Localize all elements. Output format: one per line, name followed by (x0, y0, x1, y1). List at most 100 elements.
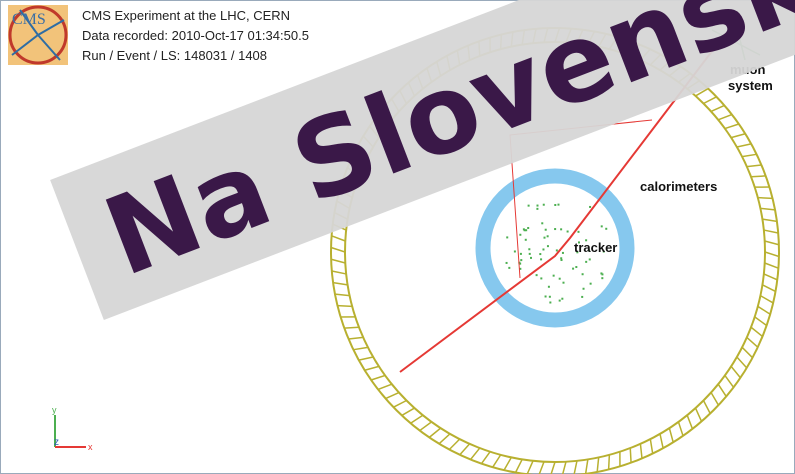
ring-segment (677, 421, 684, 437)
hit (602, 250, 605, 253)
hit (519, 233, 522, 236)
hit (527, 226, 530, 229)
ring-segment (526, 460, 534, 474)
header-line: CMS Experiment at the LHC, CERN (82, 8, 290, 23)
hit (536, 204, 539, 207)
ring-segment (710, 392, 720, 406)
ring-segment (607, 454, 611, 470)
ring-segment (649, 438, 654, 454)
hit (560, 257, 563, 260)
ring-segment (419, 421, 433, 432)
ring-segment (393, 399, 407, 408)
hit (541, 222, 544, 225)
hit (524, 238, 527, 241)
hit (601, 273, 604, 276)
hit (548, 295, 551, 298)
hit (535, 274, 538, 277)
ring-segment (695, 87, 709, 97)
hit (561, 251, 564, 254)
ring-segment (330, 246, 346, 253)
ring-segment (331, 235, 346, 242)
muon-track (399, 37, 723, 373)
hit (558, 277, 561, 280)
ring-segment (385, 391, 400, 400)
ring-segment (694, 407, 703, 422)
ring-segment (760, 295, 774, 304)
header-line: Run / Event / LS: 148031 / 1408 (82, 48, 267, 63)
hit (549, 301, 552, 304)
ring-segment (741, 346, 754, 359)
hit (527, 204, 530, 207)
hit (577, 230, 580, 233)
ring-segment (750, 326, 763, 338)
ring-segment (757, 196, 773, 200)
hit (536, 207, 539, 210)
hit (566, 230, 569, 233)
ring-segment (760, 207, 776, 211)
hit (561, 297, 564, 300)
axis-label: z (54, 437, 59, 448)
hit (539, 253, 542, 256)
ring-segment (330, 258, 346, 264)
hit (585, 239, 588, 242)
axis-label: y (52, 405, 57, 415)
ring-segment (514, 459, 523, 473)
ring-segment (702, 400, 711, 414)
ring-segment (459, 443, 471, 456)
hit (546, 245, 549, 248)
ring-segment (370, 374, 386, 381)
hit (582, 287, 585, 290)
hit (557, 203, 560, 206)
ring-segment (736, 143, 752, 148)
hit (505, 261, 508, 264)
ring-segment (659, 433, 664, 449)
hit (600, 272, 603, 275)
ring-segment (480, 451, 491, 465)
hit (560, 259, 563, 262)
ring-segment (762, 284, 776, 293)
ring-segment (710, 104, 725, 113)
ring-segment (573, 460, 578, 474)
ring-segment (331, 270, 347, 275)
logo-text: CMS (12, 11, 46, 28)
hit (540, 258, 543, 261)
hit (519, 262, 522, 265)
ring-segment (377, 383, 393, 391)
ring-segment (730, 133, 746, 139)
ring-segment (364, 365, 380, 371)
label: system (728, 78, 773, 93)
ring-segment (736, 356, 748, 369)
hit (513, 250, 516, 253)
ring-segment (764, 262, 779, 269)
label: tracker (574, 240, 617, 255)
hit (585, 260, 588, 263)
ring-segment (730, 365, 741, 379)
ring-segment (746, 336, 759, 348)
hit (560, 228, 563, 231)
ring-segment (469, 447, 481, 460)
hit (528, 248, 531, 251)
axes-gizmo: y z x (52, 405, 93, 452)
hit (558, 299, 561, 302)
ring-segment (344, 326, 359, 329)
ring-segment (724, 374, 735, 388)
ring-segment (410, 414, 424, 424)
hit (520, 259, 523, 262)
hit (605, 227, 608, 230)
ring-segment (538, 461, 545, 474)
hit (547, 285, 550, 288)
hit (519, 252, 522, 255)
ring-segment (717, 383, 727, 397)
ring-segment (629, 448, 632, 463)
ring-segment (358, 356, 374, 361)
hit (544, 228, 547, 231)
ring-segment (337, 304, 353, 308)
hit (589, 282, 592, 285)
hit (577, 241, 580, 244)
hit (519, 267, 522, 270)
hit (522, 228, 525, 231)
ring-segment (764, 251, 780, 258)
ring-segment (762, 218, 778, 223)
hit (588, 258, 591, 261)
hit (530, 256, 533, 259)
